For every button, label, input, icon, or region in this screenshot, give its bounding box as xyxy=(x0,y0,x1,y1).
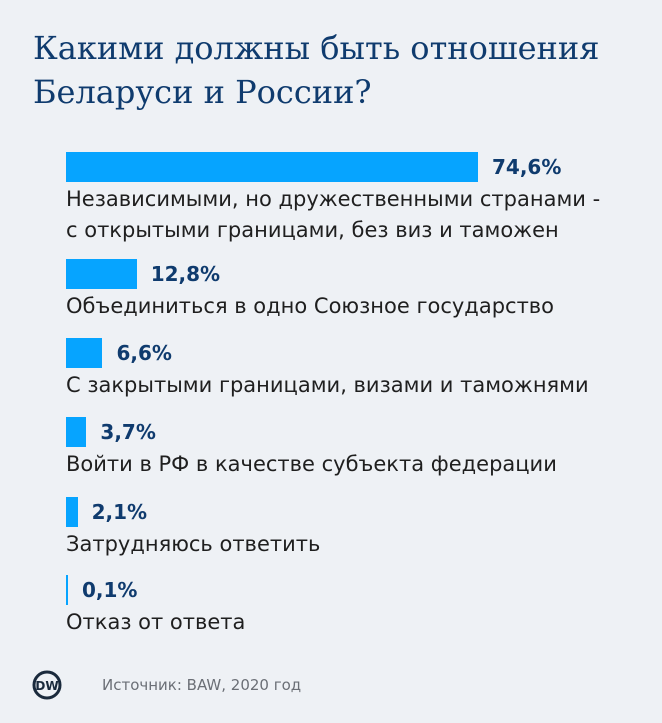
bar-value-label: 3,7% xyxy=(100,420,156,444)
category-label-line: Независимыми, но дружественными странами… xyxy=(66,187,601,211)
chart-title-line-1: Какими должны быть отношения xyxy=(33,29,600,67)
category-label: Затрудняюсь ответить xyxy=(66,529,626,560)
bar-value-label: 74,6% xyxy=(492,155,562,179)
category-label-line: Отказ от ответа xyxy=(66,610,246,634)
source-note: Источник: BAW, 2020 год xyxy=(102,676,302,694)
bar-value-label: 6,6% xyxy=(116,341,172,365)
bar xyxy=(66,152,478,182)
category-label: Объединиться в одно Союзное государство xyxy=(66,291,626,322)
bar xyxy=(66,417,87,447)
bar-value-label: 0,1% xyxy=(82,578,138,602)
category-label-line: С закрытыми границами, визами и таможням… xyxy=(66,373,589,397)
dw-logo: DW xyxy=(32,670,62,700)
category-label: С закрытыми границами, визами и таможням… xyxy=(66,370,626,401)
bar-value-label: 2,1% xyxy=(91,500,148,524)
dw-logo-text: DW xyxy=(35,679,58,693)
bar xyxy=(66,259,137,289)
category-label-line: Затрудняюсь ответить xyxy=(66,532,321,556)
bar-value-label: 12,8% xyxy=(150,262,221,286)
bar xyxy=(66,338,103,368)
category-label: Войти в РФ в качестве субъекта федерации xyxy=(66,449,626,480)
chart-title: Какими должны быть отношения Беларуси и … xyxy=(33,26,633,114)
category-label: Независимыми, но дружественными странами… xyxy=(66,184,626,246)
bar xyxy=(66,575,68,605)
bar xyxy=(66,497,78,527)
chart-title-line-2: Беларуси и России? xyxy=(33,73,372,111)
category-label-line: Объединиться в одно Союзное государство xyxy=(66,294,555,318)
category-label-line: Войти в РФ в качестве субъекта федерации xyxy=(66,452,557,476)
category-label-line: с открытыми границами, без виз и таможен xyxy=(66,218,559,242)
category-label: Отказ от ответа xyxy=(66,607,626,638)
